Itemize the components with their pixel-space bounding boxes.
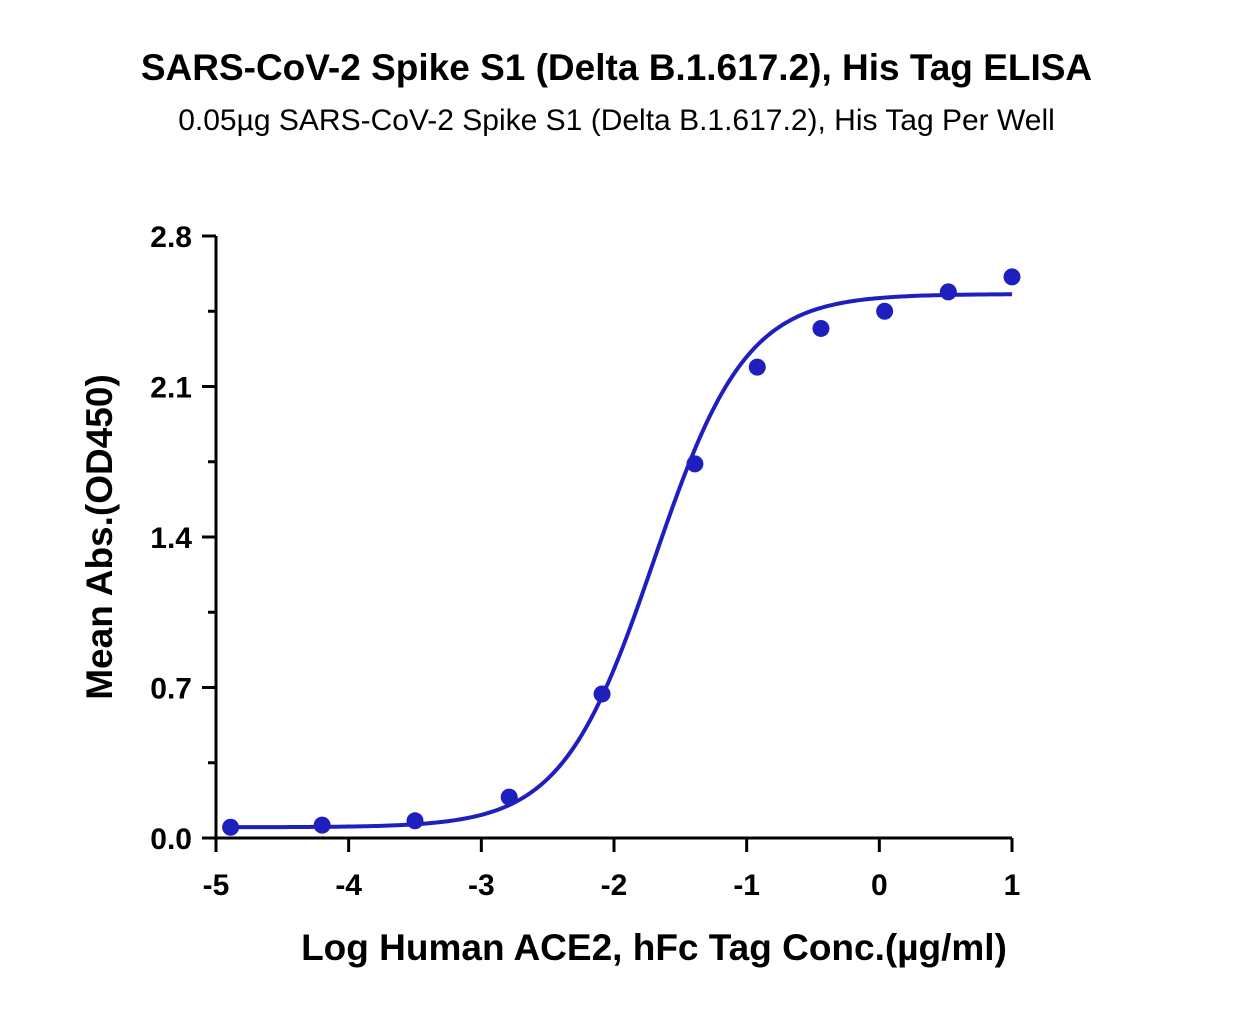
y-tick-label: 0.7 — [150, 673, 192, 706]
data-point — [222, 818, 240, 836]
data-point — [593, 685, 611, 703]
data-point — [812, 319, 830, 337]
data-point — [313, 816, 331, 834]
x-tick-label: -1 — [733, 869, 760, 902]
x-tick-label: 0 — [871, 869, 888, 902]
x-tick-label: 1 — [1004, 869, 1021, 902]
chart-title: SARS-CoV-2 Spike S1 (Delta B.1.617.2), H… — [140, 47, 1093, 88]
fit-curve — [230, 292, 1013, 830]
y-tick-label: 1.4 — [150, 522, 192, 555]
data-point — [939, 283, 957, 301]
y-axis-label: Mean Abs.(OD450) — [79, 374, 120, 700]
y-tick-label: 0.0 — [150, 823, 192, 856]
data-point — [748, 358, 766, 376]
data-point — [406, 812, 424, 830]
y-tick-label: 2.1 — [150, 372, 192, 405]
x-tick-label: -2 — [601, 869, 628, 902]
y-tick-label: 2.8 — [150, 221, 192, 254]
x-tick-label: -3 — [468, 869, 495, 902]
x-tick-label: -4 — [335, 869, 362, 902]
chart-subtitle: 0.05µg SARS-CoV-2 Spike S1 (Delta B.1.61… — [178, 104, 1055, 137]
x-axis-label: Log Human ACE2, hFc Tag Conc.(µg/ml) — [301, 927, 1007, 968]
data-point — [1003, 268, 1021, 286]
x-tick-label: -5 — [203, 869, 230, 902]
data-point — [686, 455, 704, 473]
data-point — [876, 302, 894, 320]
data-point — [500, 788, 518, 806]
